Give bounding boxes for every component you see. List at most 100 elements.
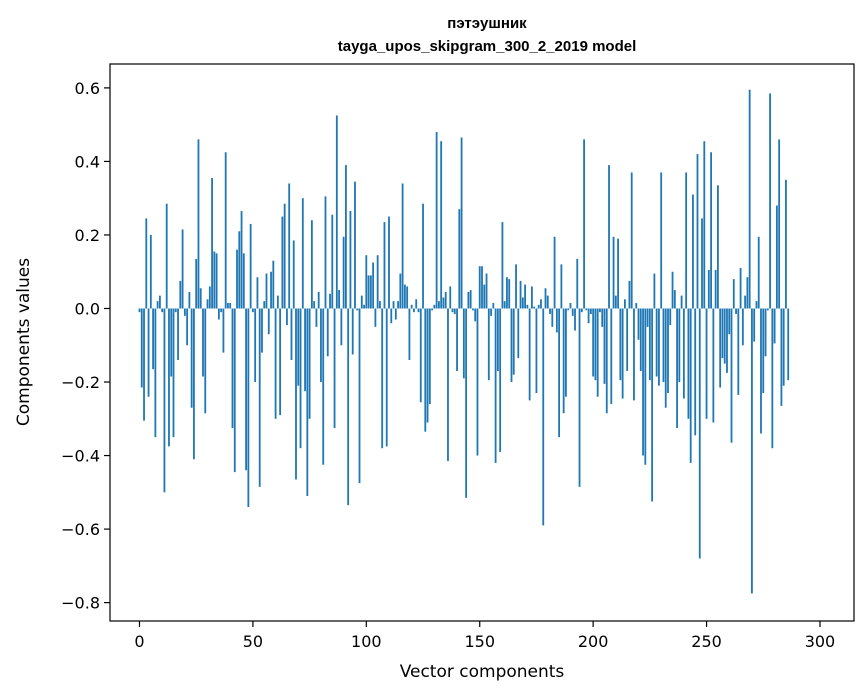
bar-69 [295, 308, 297, 480]
bar-55 [263, 301, 266, 309]
bar-53 [258, 308, 261, 487]
bar-92 [347, 308, 350, 506]
bar-79 [317, 291, 320, 309]
bar-272 [755, 301, 758, 309]
bar-89 [340, 308, 343, 346]
bar-179 [544, 288, 547, 309]
bar-286 [787, 308, 790, 381]
bar-15 [172, 308, 175, 438]
bar-258 [723, 308, 726, 364]
bar-73 [304, 308, 306, 392]
bar-285 [785, 179, 787, 309]
bar-19 [181, 229, 184, 309]
bar-3 [145, 218, 148, 309]
bar-46 [242, 253, 245, 309]
bar-240 [682, 308, 685, 399]
bar-61 [276, 295, 279, 309]
bar-105 [376, 255, 379, 309]
bar-99 [363, 304, 365, 309]
bar-82 [324, 196, 327, 309]
bar-116 [401, 183, 404, 309]
bar-100 [365, 255, 368, 309]
bar-280 [773, 308, 776, 344]
bar-64 [283, 203, 286, 309]
bar-109 [385, 308, 388, 447]
bar-277 [766, 308, 769, 311]
y-tick-label: 0.0 [75, 299, 100, 318]
bar-274 [760, 308, 762, 434]
y-axis-label: Components values [14, 258, 34, 426]
bar-190 [569, 302, 572, 309]
bar-43 [236, 249, 238, 309]
bar-28 [202, 308, 204, 377]
bar-197 [585, 308, 588, 311]
bar-205 [603, 308, 606, 384]
bar-144 [465, 308, 468, 498]
bar-8 [156, 301, 159, 309]
bar-224 [646, 308, 649, 327]
bar-83 [326, 308, 329, 357]
bar-256 [719, 308, 722, 388]
bar-253 [712, 308, 715, 423]
bar-91 [345, 165, 347, 309]
bar-268 [746, 277, 749, 309]
bar-152 [483, 284, 486, 309]
bar-210 [614, 295, 617, 309]
bar-266 [741, 308, 744, 346]
bar-87 [335, 115, 338, 309]
bar-17 [177, 308, 179, 360]
x-axis-ticks: 0 50 100 150 200 250 300 [134, 621, 835, 651]
bar-257 [721, 308, 724, 359]
bar-129 [431, 308, 433, 311]
bar-101 [367, 275, 370, 309]
bar-108 [383, 222, 386, 309]
bar-146 [469, 290, 472, 309]
x-tick-label: 50 [243, 632, 263, 651]
bar-165 [512, 308, 515, 375]
bar-7 [154, 308, 157, 438]
bar-222 [642, 308, 644, 456]
bar-30 [206, 299, 209, 309]
bar-170 [524, 284, 526, 309]
bar-271 [753, 308, 756, 342]
bar-94 [351, 308, 354, 355]
bar-279 [771, 308, 774, 449]
bar-24 [193, 308, 195, 460]
bar-250 [705, 308, 708, 419]
x-tick-label: 0 [134, 632, 144, 651]
bar-118 [406, 286, 409, 309]
bar-122 [415, 299, 418, 309]
bar-206 [605, 308, 608, 414]
bar-11 [163, 308, 166, 493]
bar-273 [757, 236, 760, 309]
bar-74 [306, 308, 309, 496]
bar-188 [565, 308, 567, 397]
bar-168 [519, 280, 522, 309]
bar-186 [560, 264, 563, 309]
bar-284 [782, 308, 785, 386]
bar-86 [333, 308, 336, 428]
bar-247 [698, 308, 701, 559]
bar-171 [526, 304, 529, 309]
bar-167 [517, 308, 520, 359]
bar-192 [574, 308, 576, 331]
bar-180 [546, 295, 549, 309]
x-tick-label: 150 [464, 632, 495, 651]
bar-37 [222, 308, 225, 353]
bar-153 [485, 273, 488, 309]
bar-178 [542, 308, 545, 526]
y-tick-label: −0.6 [61, 520, 100, 539]
bar-96 [356, 308, 359, 311]
bar-263 [735, 308, 737, 314]
bar-136 [447, 308, 449, 462]
bar-31 [208, 286, 211, 309]
bar-141 [458, 209, 461, 309]
bar-133 [440, 141, 443, 309]
bar-182 [551, 308, 554, 327]
bar-106 [379, 301, 381, 309]
bar-239 [680, 295, 683, 309]
bar-97 [358, 308, 361, 484]
bar-38 [224, 152, 227, 309]
bar-275 [762, 308, 765, 394]
